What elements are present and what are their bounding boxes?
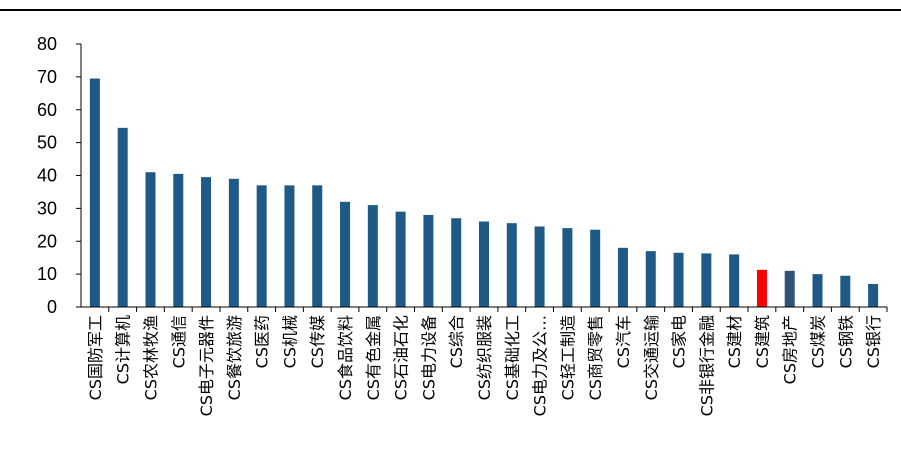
x-tick-label: CS基础化工 [503,315,522,400]
x-tick-label: CS煤炭 [809,315,828,368]
bar [729,254,740,307]
bar [534,226,545,307]
bar [756,269,767,307]
x-tick-label: CS国防军工 [86,315,105,400]
bar [812,274,823,307]
bar [590,229,601,307]
x-tick-label: CS银行 [864,315,883,368]
x-tick-label: CS医药 [253,315,272,368]
x-tick-label: CS综合 [447,315,466,368]
x-tick-label: CS房地产 [781,315,800,384]
y-tick-label: 20 [37,231,57,251]
x-tick-label: CS电子元器件 [197,315,216,416]
x-tick-label: CS食品饮料 [336,315,355,400]
y-tick-label: 40 [37,166,57,186]
bar [868,283,879,307]
bar [840,275,851,307]
x-tick-label: CS轻工制造 [558,315,577,400]
bar [423,214,434,307]
x-tick-label: CS农林牧渔 [141,315,160,400]
bar [784,270,795,307]
x-tick-label: CS有色金属 [364,315,383,400]
bar [673,252,684,307]
x-tick-label: CS计算机 [114,315,133,384]
y-tick-label: 80 [37,34,57,54]
x-tick-label: CS建筑 [753,315,772,368]
bars [89,78,879,307]
x-tick-label: CS电力设备 [419,315,438,400]
bar [395,211,406,307]
x-tick-label: CS电力及公… [531,315,550,416]
bar [312,185,323,307]
bar [173,173,184,307]
x-tick-label: CS商贸零售 [586,315,605,400]
bar [340,201,351,307]
x-tick-label: CS非银行金融 [697,315,716,416]
y-axis: 0 10 20 30 40 50 60 70 80 [37,34,82,317]
y-tick-label: 30 [37,198,57,218]
bar [228,178,239,307]
x-axis: CS国防军工 CS计算机 CS农林牧渔 CS通信 CS电子元器件 CS餐饮旅游 CS医药 CS… [81,306,888,416]
x-tick-label: CS汽车 [614,315,633,368]
x-tick-label: CS纺织服装 [475,315,494,400]
x-tick-label: CS石油石化 [392,315,411,400]
bar [367,205,378,307]
bar [645,251,656,307]
x-tick-label: CS钢铁 [836,315,855,368]
bar [478,221,490,307]
y-tick-label: 0 [47,297,57,317]
bar [701,253,712,307]
y-tick-label: 70 [37,67,57,87]
bar [451,218,462,307]
x-tick-label: CS机械 [280,315,299,368]
y-tick-label: 60 [37,100,57,120]
x-tick-label: CS家电 [670,315,689,368]
bar [506,223,517,307]
top-rule [0,9,901,11]
x-tick-label: CS交通运输 [642,315,661,400]
bar [145,172,156,307]
y-tick-label: 10 [37,264,57,284]
bar [256,185,267,307]
y-tick-label: 50 [37,133,57,153]
bar [117,127,128,307]
x-tick-label: CS传媒 [308,315,327,368]
x-tick-label: CS餐饮旅游 [225,315,244,400]
bar [562,228,573,307]
x-tick-label: CS建材 [725,315,744,368]
bar [201,177,212,307]
bar [89,78,100,307]
bar [284,185,295,307]
bar [617,247,628,307]
x-tick-label: CS通信 [169,315,188,368]
